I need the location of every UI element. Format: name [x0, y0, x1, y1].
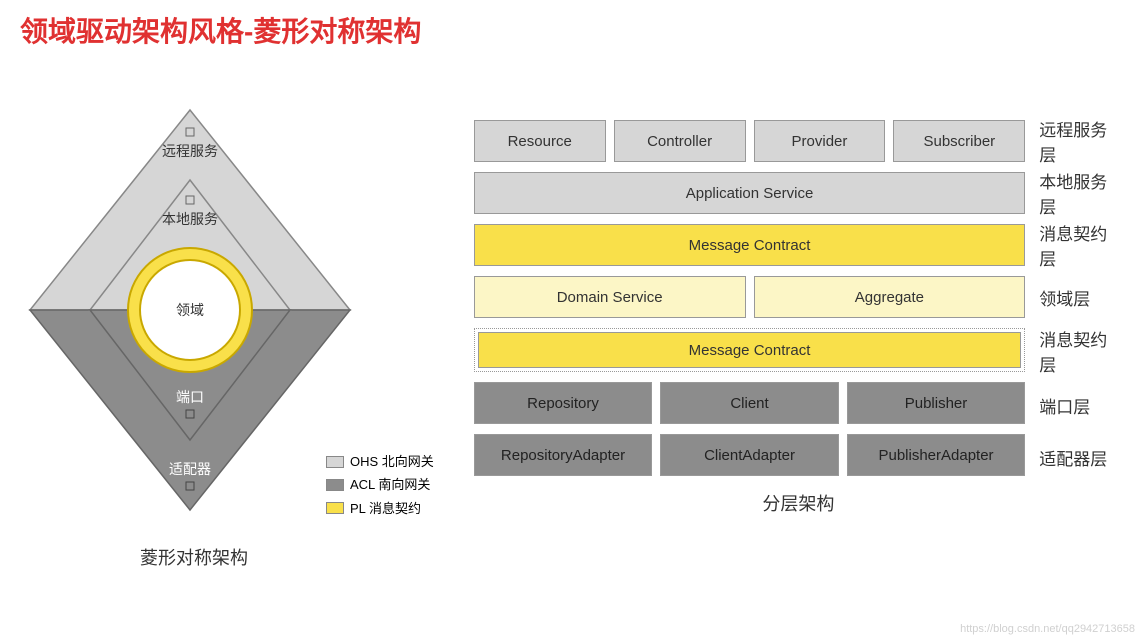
- label-adapter: 适配器: [169, 461, 211, 477]
- label-remote-service: 远程服务: [162, 143, 218, 159]
- layer-box: RepositoryAdapter: [474, 434, 653, 476]
- layer-box: Message Contract: [474, 224, 1026, 266]
- label-port: 端口: [176, 389, 204, 405]
- layers-caption: 分层架构: [474, 490, 1123, 516]
- legend-row-ohs: OHS 北向网关: [326, 450, 434, 473]
- layer-box: PublisherAdapter: [847, 434, 1026, 476]
- layer-box: Application Service: [474, 172, 1026, 214]
- layer-row: Message Contract: [474, 224, 1026, 266]
- layer-label: 适配器层: [1039, 436, 1123, 478]
- layer-row: Application Service: [474, 172, 1026, 214]
- layers-panel: ResourceControllerProviderSubscriber Appl…: [474, 120, 1123, 478]
- legend-label: OHS 北向网关: [350, 450, 434, 473]
- layer-row: Domain ServiceAggregate: [474, 276, 1026, 318]
- diamond-panel: 远程服务 本地服务 领域 端口 适配器 OHS 北向网关 ACL 南向网关 PL…: [20, 90, 434, 590]
- layer-box: Aggregate: [754, 276, 1026, 318]
- layer-box: Controller: [614, 120, 746, 162]
- legend-swatch: [326, 479, 344, 491]
- legend-swatch: [326, 502, 344, 514]
- content-wrap: 远程服务 本地服务 领域 端口 适配器 OHS 北向网关 ACL 南向网关 PL…: [20, 90, 1123, 590]
- diamond-caption: 菱形对称架构: [140, 544, 248, 570]
- legend-label: ACL 南向网关: [350, 473, 430, 496]
- layer-box: Provider: [754, 120, 886, 162]
- legend-swatch: [326, 456, 344, 468]
- page-title: 领域驱动架构风格-菱形对称架构: [20, 10, 1123, 50]
- layer-label: 领域层: [1039, 276, 1123, 318]
- legend-label: PL 消息契约: [350, 497, 421, 520]
- label-local-service: 本地服务: [162, 211, 218, 227]
- layer-box: Domain Service: [474, 276, 746, 318]
- layer-label: 消息契约层: [1039, 224, 1123, 266]
- legend-row-acl: ACL 南向网关: [326, 473, 434, 496]
- label-domain: 领域: [176, 302, 204, 318]
- layer-box: Client: [660, 382, 839, 424]
- layer-box: Publisher: [847, 382, 1026, 424]
- layer-label: 消息契约层: [1039, 328, 1123, 374]
- layer-box: Message Contract: [478, 332, 1022, 368]
- layers-column: ResourceControllerProviderSubscriber Appl…: [474, 120, 1026, 476]
- layer-box: Subscriber: [893, 120, 1025, 162]
- layer-row: ResourceControllerProviderSubscriber: [474, 120, 1026, 162]
- layer-label: 远程服务层: [1039, 120, 1123, 162]
- layer-labels-column: 远程服务层本地服务层消息契约层领域层消息契约层端口层适配器层: [1039, 120, 1123, 478]
- layer-box: Resource: [474, 120, 606, 162]
- right-outer: ResourceControllerProviderSubscriber Appl…: [474, 90, 1123, 516]
- layer-label: 本地服务层: [1039, 172, 1123, 214]
- layer-row: RepositoryClientPublisher: [474, 382, 1026, 424]
- layer-box: ClientAdapter: [660, 434, 839, 476]
- legend-row-pl: PL 消息契约: [326, 497, 434, 520]
- layer-box: Repository: [474, 382, 653, 424]
- layer-row-dotted: Message Contract: [474, 328, 1026, 372]
- watermark: https://blog.csdn.net/qq2942713658: [960, 623, 1135, 635]
- layer-row: RepositoryAdapterClientAdapterPublisherA…: [474, 434, 1026, 476]
- legend: OHS 北向网关 ACL 南向网关 PL 消息契约: [326, 450, 434, 520]
- layer-label: 端口层: [1039, 384, 1123, 426]
